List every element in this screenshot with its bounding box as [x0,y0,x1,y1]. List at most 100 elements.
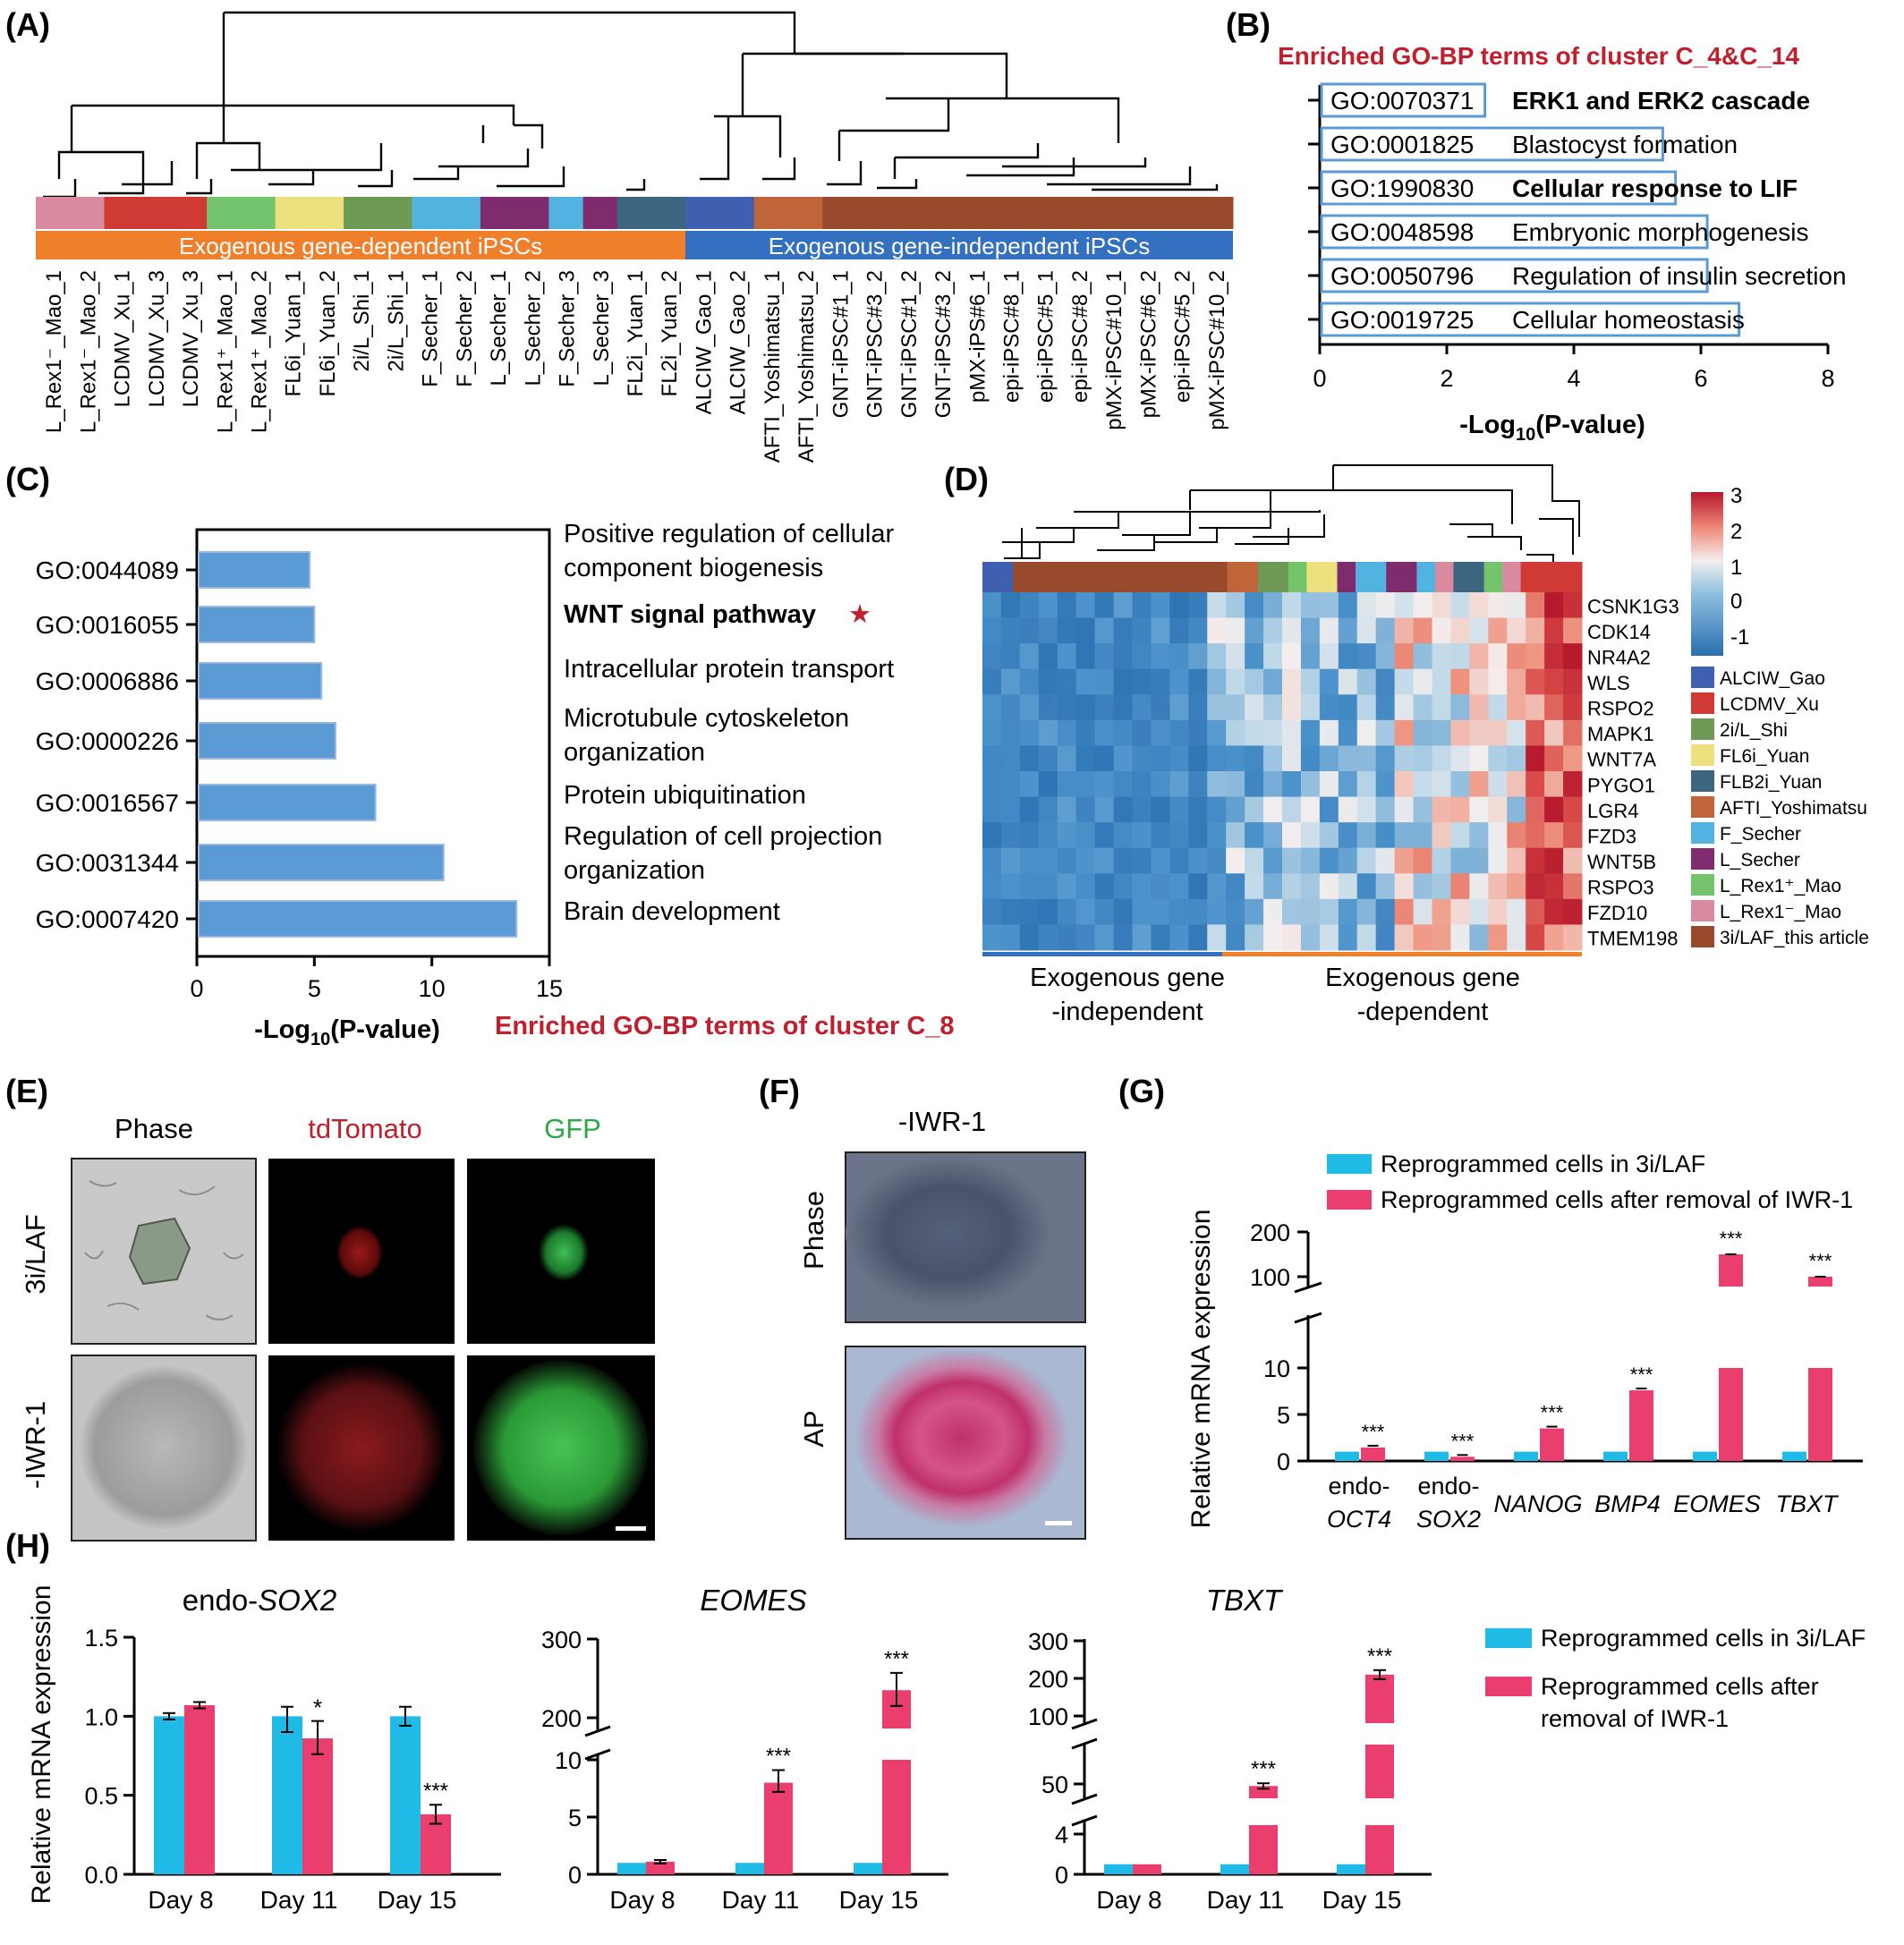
sample-labels: L_Rex1⁻_Mao_1 L_Rex1⁻_Mao_2 LCDMV_Xu_1 LCDM… [42,270,1229,463]
heatmap-cell [1263,822,1283,849]
heatmap-cell [1094,719,1115,746]
heatmap-cell [1432,643,1451,670]
panel-h-bars: 1.51.00.50.0****Day 8 Day 11 Day 153002001… [84,1625,1432,1914]
axis-break [1071,1737,1098,1750]
heatmap-cell [1075,898,1096,925]
color-block [685,197,755,229]
heatmap-cell [1413,668,1432,695]
heatmap-cell [982,847,1002,874]
heatmap-cell [1169,771,1189,798]
legend-label: AFTI_Yoshimatsu [1720,798,1867,819]
bar-iwr1 [184,1704,215,1874]
significance-label: *** [1251,1757,1276,1781]
panel-b-x-label: -Log10(P-value) [1459,411,1645,445]
heatmap-cell [1038,822,1058,849]
heatmap-cell [1169,617,1189,644]
panel-label-c: (C) [5,461,50,497]
heatmap-cell [1356,745,1377,772]
heatmap-cell [1469,617,1489,644]
heatmap-cell [1188,796,1208,823]
sample-label: GNT-iPSC#1_2 [897,270,922,418]
heatmap-cell [1094,694,1115,721]
heatmap-cell [1207,745,1227,772]
heatmap-cell [1094,617,1115,644]
heatmap-cell [1413,592,1432,619]
panel-g-x-labels: endo- OCT4 endo- SOX2 NANOG BMP4 EOMES TBXT [1327,1473,1840,1533]
y-tick-label: 5 [568,1805,582,1831]
heatmap-cell [1507,719,1526,746]
heatmap-cell [1469,668,1489,695]
panel-e-row-3ilaf: 3i/LAF [20,1214,51,1295]
group-label-dependent: Exogenous gene-dependent iPSCs [179,233,542,259]
heatmap-cell [1338,745,1358,772]
bar [1320,214,1709,250]
legend-swatch [1691,848,1714,870]
heatmap-cell [1507,873,1526,900]
x-label-day: Day 11 [260,1886,338,1914]
heatmap-cell [1450,694,1470,721]
heatmap-cell [1488,796,1508,823]
heatmap-cell [1169,592,1189,619]
heatmap-cell [1432,847,1451,874]
heatmap-cell [1544,694,1564,721]
heatmap-cell [1245,745,1264,772]
gene-label: FZD3 [1587,825,1636,847]
heatmap-cell [1469,745,1489,772]
heatmap-cell [1000,719,1021,746]
heatmap-cell [1000,592,1021,619]
heatmap-cell [1000,771,1021,798]
heatmap-cell [1563,873,1583,900]
heatmap-cell [1245,771,1264,798]
heatmap-cell [1469,643,1489,670]
legend-h-label-iwr1-a: Reprogrammed cells after [1541,1673,1819,1700]
bar [1320,170,1678,206]
go-term-label: Embryonic morphogenesis [1512,218,1809,246]
heatmap-cell [1356,771,1377,798]
legend-label-3ilaf: Reprogrammed cells in 3i/LAF [1381,1151,1705,1177]
sample-label: L_Rex1⁺_Mao_1 [213,270,237,433]
heatmap-cell [1282,771,1302,798]
heatmap-cell [1263,771,1283,798]
heatmap-cell [1544,873,1564,900]
heatmap-cell [1375,668,1396,695]
heatmap-cell [1526,643,1545,670]
heatmap-cell [1413,694,1432,721]
heatmap-cell [1488,719,1508,746]
heatmap-cell [1469,771,1489,798]
heatmap-cell [1338,617,1358,644]
heatmap-cell [1413,643,1432,670]
heatmap-cell [1132,694,1152,721]
heatmap-cell [1169,694,1189,721]
heatmap-cell [982,771,1002,798]
annotation-block [1520,562,1583,592]
panel-f-row-ap: AP [798,1410,829,1447]
heatmap-cell [1019,924,1040,951]
heatmap-cell [1226,873,1245,900]
y-tick-label: 100 [1250,1264,1290,1291]
heatmap-cell [1488,643,1508,670]
heatmap-cell [1432,694,1451,721]
heatmap-cell [1300,847,1321,874]
heatmap-cell [1019,694,1040,721]
heatmap-group-right-2: -dependent [1357,998,1489,1026]
legend-label: F_Secher [1720,824,1801,845]
heatmap-cell [1132,617,1152,644]
bar-iwr1-mid [1249,1786,1278,1798]
sample-label: pMX-iPSC#6_2 [1136,270,1160,418]
go-term-label: Cellular homeostasis [1512,306,1745,334]
heatmap-cell [1245,822,1264,849]
heatmap-cell [1151,771,1170,798]
bar [198,551,311,589]
x-tick-label: 0 [1313,365,1326,392]
bar-iwr1-top [1808,1277,1832,1287]
heatmap-cell [1188,643,1208,670]
heatmap-cell [1488,924,1508,951]
heatmap-cell [1544,822,1564,849]
panel-c-bars: GO:0044089 Positive regulation of cellula… [36,520,894,938]
heatmap-cell [1019,643,1040,670]
heatmap-cell [1413,898,1432,925]
heatmap-cell [1319,924,1339,951]
legend-swatch [1691,874,1714,896]
color-block [36,197,105,229]
heatmap-cell [1207,924,1227,951]
